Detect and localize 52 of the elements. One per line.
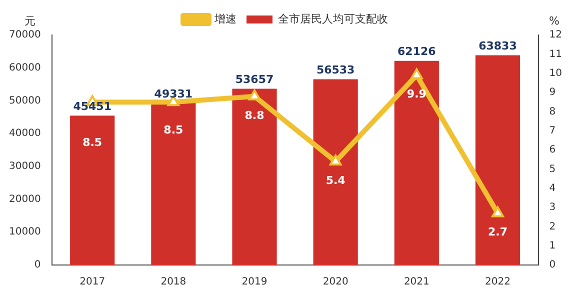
x-tick-label: 2019	[242, 276, 268, 288]
y2-tick-label: 11	[549, 48, 562, 60]
point	[492, 206, 504, 218]
data-label: 63833	[478, 40, 517, 53]
bar	[70, 116, 115, 265]
x-tick-label: 2021	[404, 276, 430, 288]
bar	[475, 55, 520, 265]
data-label: 2.7	[488, 226, 508, 239]
y-axis-title: 元	[24, 14, 36, 28]
data-label: 9.9	[406, 88, 426, 101]
y2-tick-label: 6	[549, 144, 556, 156]
y2-axis-title: %	[549, 14, 560, 28]
bar	[232, 88, 277, 265]
x-tick-label: 2017	[80, 276, 106, 288]
data-label: 8.5	[164, 123, 184, 136]
y2-tick-label: 9	[549, 87, 556, 98]
y2-tick-label: 4	[549, 182, 556, 194]
y-tick-label: 10000	[9, 226, 41, 238]
data-label: 56533	[316, 64, 355, 77]
data-label: 8.5	[82, 136, 102, 150]
y-tick-label: 50000	[9, 95, 41, 106]
y-tick-label: 70000	[9, 30, 41, 41]
y2-tick-label: 5	[549, 164, 556, 175]
bar	[394, 60, 439, 265]
legend-label: 全市居民人均可支配收	[278, 12, 388, 26]
y2-tick-label: 0	[549, 260, 556, 271]
y-tick-label: 30000	[9, 161, 41, 172]
point	[248, 89, 261, 100]
y2-tick-label: 10	[549, 68, 562, 79]
data-label: 53657	[235, 73, 274, 86]
y2-tick-label: 1	[549, 240, 556, 252]
y2-tick-label: 2	[549, 221, 556, 232]
bar	[313, 79, 358, 265]
y2-tick-label: 3	[549, 202, 556, 214]
y2-tick-label: 8	[549, 106, 556, 118]
x-tick-label: 2018	[160, 276, 186, 288]
x-tick-label: 2022	[485, 276, 510, 288]
y-tick-label: 0	[34, 260, 41, 271]
x-tick-label: 2020	[322, 276, 348, 288]
data-label: 62126	[398, 45, 436, 58]
y2-tick-label: 7	[549, 125, 556, 136]
point	[329, 154, 342, 166]
point	[410, 68, 423, 80]
y2-tick-label: 12	[549, 30, 562, 41]
data-label: 5.4	[326, 174, 346, 187]
bar	[151, 102, 196, 265]
data-label: 8.8	[244, 109, 264, 122]
legend-label: 增速	[214, 12, 236, 26]
y-tick-label: 40000	[9, 128, 41, 140]
data-label: 49331	[154, 87, 193, 100]
y-tick-label: 20000	[9, 194, 41, 205]
y-tick-label: 60000	[9, 62, 41, 74]
